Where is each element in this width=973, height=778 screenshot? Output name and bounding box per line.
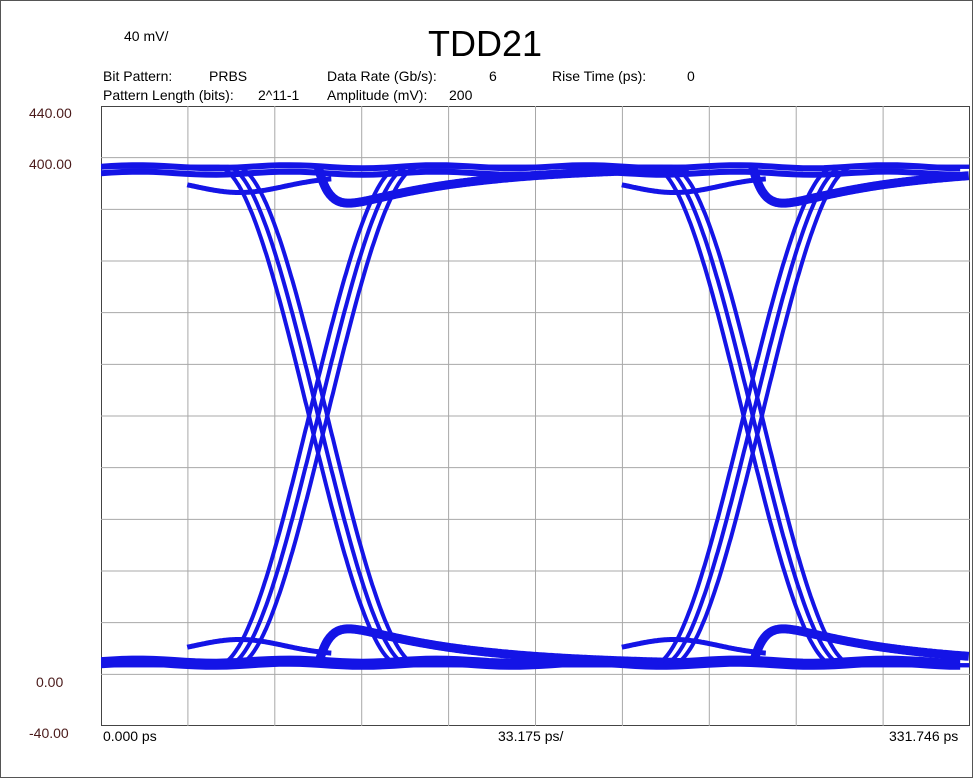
y-tick-label-zero: 0.00 bbox=[36, 674, 64, 690]
rise-time-label: Rise Time (ps): bbox=[552, 68, 647, 84]
y-tick-label-top: 440.00 bbox=[29, 105, 72, 121]
rise-time-value: 0 bbox=[687, 68, 695, 84]
x-division-label: 33.175 ps/ bbox=[498, 728, 564, 744]
data-rate-label: Data Rate (Gb/s): bbox=[327, 68, 437, 84]
bit-pattern-label: Bit Pattern: bbox=[103, 68, 173, 84]
chart-title: TDD21 bbox=[428, 23, 543, 64]
settling-trace-low bbox=[313, 624, 692, 668]
ringing-trace-low bbox=[620, 637, 767, 656]
ringing-trace-low bbox=[186, 637, 333, 656]
eye-diagram-plot bbox=[101, 106, 970, 726]
pattern-length-label: Pattern Length (bits): bbox=[103, 87, 234, 103]
bit-pattern-value: PRBS bbox=[209, 68, 248, 84]
amplitude-value: 200 bbox=[449, 87, 473, 103]
x-end-label: 331.746 ps bbox=[889, 728, 959, 744]
y-tick-label-high: 400.00 bbox=[29, 156, 72, 172]
x-start-label: 0.000 ps bbox=[103, 728, 157, 744]
amplitude-label: Amplitude (mV): bbox=[327, 87, 428, 103]
ringing-trace-high bbox=[620, 176, 767, 195]
vertical-scale-label: 40 mV/ bbox=[124, 28, 169, 44]
settling-trace-high bbox=[313, 164, 692, 208]
data-rate-value: 6 bbox=[489, 68, 497, 84]
settling-trace-high bbox=[748, 165, 970, 208]
rising-edge-trace bbox=[533, 164, 970, 668]
y-tick-label-bottom: -40.00 bbox=[29, 725, 69, 741]
eye-traces bbox=[101, 162, 970, 670]
settling-trace-low bbox=[748, 624, 970, 667]
pattern-length-value: 2^11-1 bbox=[258, 87, 300, 103]
ringing-trace-high bbox=[186, 176, 333, 195]
grid-lines bbox=[101, 106, 970, 726]
